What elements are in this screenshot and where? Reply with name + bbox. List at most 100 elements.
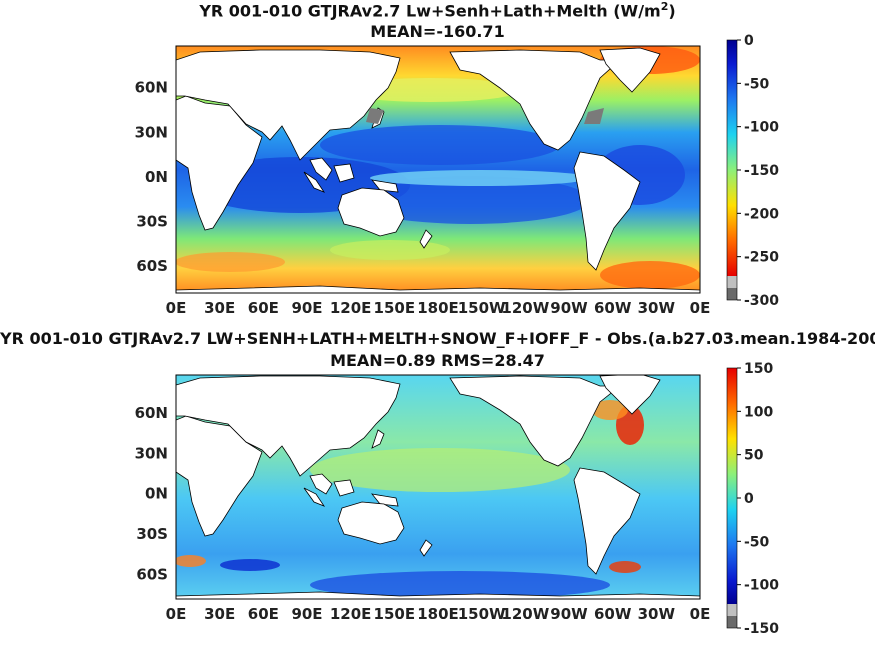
bottom-xtick-label: 30W <box>638 605 676 623</box>
bottom-xtick-label: 30E <box>204 605 235 623</box>
top-southern-ocean-warm <box>176 252 285 272</box>
bottom-xtick-label: 0E <box>690 605 711 623</box>
top-land-new-guinea <box>371 179 399 193</box>
bottom-land <box>176 375 700 599</box>
top-xtick-label: 60E <box>248 299 279 317</box>
top-land-greenland <box>599 47 661 93</box>
bottom-pacific-pos <box>310 448 570 492</box>
bottom-colorbar-tick-label: -50 <box>744 534 770 550</box>
bottom-ytick-label: 0N <box>145 485 168 503</box>
bottom-xtick-label: 60W <box>594 605 632 623</box>
top-land-south-america <box>573 151 641 271</box>
bottom-ytick-label: 60S <box>136 566 168 584</box>
top-pacific-band-north <box>320 125 560 165</box>
top-land-borneo <box>333 163 355 183</box>
top-south-atlantic-warm <box>600 261 700 289</box>
top-xtick-label: 150W <box>458 299 506 317</box>
bottom-land-new-guinea <box>371 493 399 507</box>
top-land-north-america <box>449 49 622 151</box>
top-ytick-label: 30S <box>136 213 168 231</box>
top-colorbar-ramp <box>727 40 737 276</box>
bottom-ytick-label: 30N <box>135 444 168 462</box>
bottom-xtick-label: 60E <box>248 605 279 623</box>
bottom-land-africa <box>176 415 263 537</box>
bottom-xtick-label: 150W <box>458 605 506 623</box>
top-seaice-gray-atlantic <box>584 108 604 124</box>
top-title-tail: ) <box>668 1 676 21</box>
bottom-colorbar-tick-label: 0 <box>744 491 754 507</box>
top-xtick-label: 0E <box>690 299 711 317</box>
top-land-australia <box>337 187 405 237</box>
top-subtitle: MEAN=-160.71 <box>370 22 505 41</box>
bottom-xtick-label: 120W <box>501 605 549 623</box>
top-equatorial-band <box>370 170 590 186</box>
top-xtick-label: 90E <box>291 299 322 317</box>
bottom-colorbar-gray-dark <box>727 616 737 628</box>
bottom-xtick-label: 150E <box>374 605 416 623</box>
bottom-xtick-label: 90W <box>550 605 588 623</box>
top-land <box>176 47 700 293</box>
bottom-colorbar-tick-label: 50 <box>744 448 764 464</box>
bottom-agulhas <box>176 555 206 567</box>
bottom-colorbar-ticks: 150 100 50 0 -50 -100 -150 <box>737 361 779 637</box>
bottom-title: YR 001-010 GTJRAv2.7 LW+SENH+LATH+MELTH+… <box>0 329 875 348</box>
bottom-colorbar-tick-label: 150 <box>744 361 773 377</box>
bottom-land-eurasia <box>176 375 401 477</box>
bottom-colorbar-tick-label: -150 <box>744 621 779 637</box>
top-colorbar-gray-dark <box>727 288 737 300</box>
top-colorbar-tick-label: -150 <box>744 163 779 179</box>
top-xtick-label: 120E <box>330 299 372 317</box>
bottom-colorbar-ramp <box>727 368 737 604</box>
top-colorbar-ticks: 0 -50 -100 -150 -200 -250 -300 <box>737 33 779 309</box>
bottom-colorbar-tick-label: 100 <box>744 404 773 420</box>
top-seaice-gray-japan <box>366 108 384 124</box>
top-xtick-label: 60W <box>594 299 632 317</box>
bottom-colorbar: 150 100 50 0 -50 -100 -150 <box>726 361 779 637</box>
top-land-new-zealand <box>419 229 433 249</box>
bottom-land-antarctica <box>176 591 700 599</box>
bottom-land-japan <box>371 429 385 449</box>
top-land-antarctica <box>176 285 700 293</box>
top-xtick-label: 0E <box>166 299 187 317</box>
top-colorbar-tick-label: -100 <box>744 120 779 136</box>
bottom-xtick-label: 120E <box>330 605 372 623</box>
bottom-colorbar-tick-label: -100 <box>744 578 779 594</box>
top-southern-ocean-mid <box>330 240 450 260</box>
bottom-map-frame <box>175 374 701 600</box>
bottom-ytick-label: 60N <box>135 404 168 422</box>
bottom-ytick-label: 30S <box>136 525 168 543</box>
top-pacific-band-south <box>350 176 590 224</box>
bottom-subtitle: MEAN=0.89 RMS=28.47 <box>330 351 545 370</box>
top-ytick-label: 60N <box>135 79 168 97</box>
bottom-brazil-malvinas <box>609 561 641 573</box>
bottom-southern-ocean-neg <box>310 571 610 599</box>
bottom-land-se-asia <box>309 473 333 495</box>
top-xtick-label: 120W <box>501 299 549 317</box>
top-land-sumatra <box>303 171 326 193</box>
bottom-land-greenland <box>599 375 661 415</box>
bottom-land-sumatra <box>303 487 326 507</box>
top-ytick-label: 60S <box>136 257 168 275</box>
top-xtick-label: 180E <box>417 299 459 317</box>
top-land-africa <box>176 95 263 231</box>
top-yaxis: 60N 30N 0N 30S 60S <box>135 79 168 276</box>
bottom-land-new-zealand <box>419 539 433 557</box>
top-map-frame <box>175 45 701 294</box>
top-colorbar-tick-label: -300 <box>744 293 779 309</box>
bottom-yaxis: 60N 30N 0N 30S 60S <box>135 404 168 584</box>
top-ytick-label: 30N <box>135 123 168 141</box>
top-xtick-label: 30E <box>204 299 235 317</box>
top-ytick-label: 0N <box>145 168 168 186</box>
top-title-sup: 2 <box>660 0 669 13</box>
bottom-xtick-label: 90E <box>291 605 322 623</box>
top-colorbar-tick-label: 0 <box>744 33 754 49</box>
top-xtick-label: 150E <box>374 299 416 317</box>
top-colorbar: 0 -50 -100 -150 -200 -250 -300 <box>726 33 779 309</box>
top-colorbar-gray-light <box>727 276 737 288</box>
bottom-colorbar-gray-light <box>727 604 737 616</box>
bottom-labrador-warm <box>592 400 628 420</box>
